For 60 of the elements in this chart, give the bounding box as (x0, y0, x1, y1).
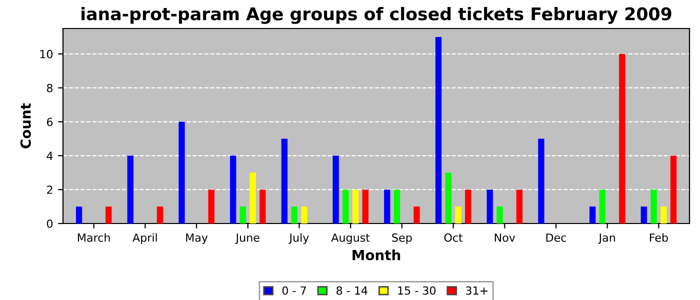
bar (496, 206, 503, 224)
bar (342, 190, 349, 224)
x-tick-label: June (235, 234, 260, 244)
x-tick-label: Dec (546, 234, 566, 242)
x-tick-label: July (288, 233, 309, 244)
bar (435, 36, 442, 224)
x-axis-title: Month (352, 250, 400, 260)
y-tick-label: 6 (46, 118, 53, 126)
bar (516, 190, 522, 224)
bar (127, 156, 134, 224)
bar (250, 172, 256, 224)
bar (178, 122, 185, 224)
bar (486, 190, 493, 224)
bar (384, 190, 390, 224)
x-tick-label: May (186, 234, 208, 244)
bar (76, 206, 82, 224)
bar (660, 206, 667, 224)
bar (156, 206, 164, 224)
bar (445, 172, 452, 224)
legend-label: 15 - 30 (398, 286, 436, 295)
chart-title: iana-prot-param Age groups of closed tickets February 2009 (82, 6, 672, 24)
x-tick-label: Feb (650, 233, 668, 242)
legend-label: 31+ (466, 286, 488, 295)
y-tick-label: 8 (46, 84, 53, 92)
bar (301, 206, 308, 224)
bar (291, 206, 298, 224)
bar (414, 206, 420, 224)
bar (352, 190, 359, 224)
x-tick-label: Sep (392, 233, 412, 244)
y-tick-label: 0 (46, 219, 53, 228)
bar (599, 190, 606, 224)
bar (650, 190, 657, 224)
bar (589, 206, 596, 224)
y-tick-label: 10 (40, 50, 53, 58)
bar (670, 156, 677, 224)
legend-label: 0 - 7 (282, 286, 306, 295)
bar (260, 190, 266, 224)
x-tick-label: April (132, 233, 157, 244)
y-tick-label: 2 (47, 186, 52, 194)
x-tick-label: March (78, 233, 110, 242)
bar (455, 206, 462, 224)
bar (538, 138, 544, 224)
bar (106, 206, 112, 224)
legend-label: 8 - 14 (336, 286, 368, 295)
y-axis-title: Count (20, 103, 31, 148)
x-tick-label: Nov (494, 234, 516, 242)
x-tick-label: Jan (598, 234, 615, 244)
bar (208, 190, 214, 224)
y-tick-label: 4 (46, 152, 53, 160)
x-tick-label: Oct (444, 233, 463, 242)
bar (362, 190, 368, 224)
bar (464, 190, 472, 224)
bar (240, 206, 246, 224)
bar (281, 138, 288, 224)
bar (619, 54, 626, 224)
x-tick-label: August (331, 234, 370, 244)
bar (332, 156, 339, 224)
bar (230, 156, 236, 224)
bar (394, 190, 400, 224)
bar (640, 206, 647, 224)
